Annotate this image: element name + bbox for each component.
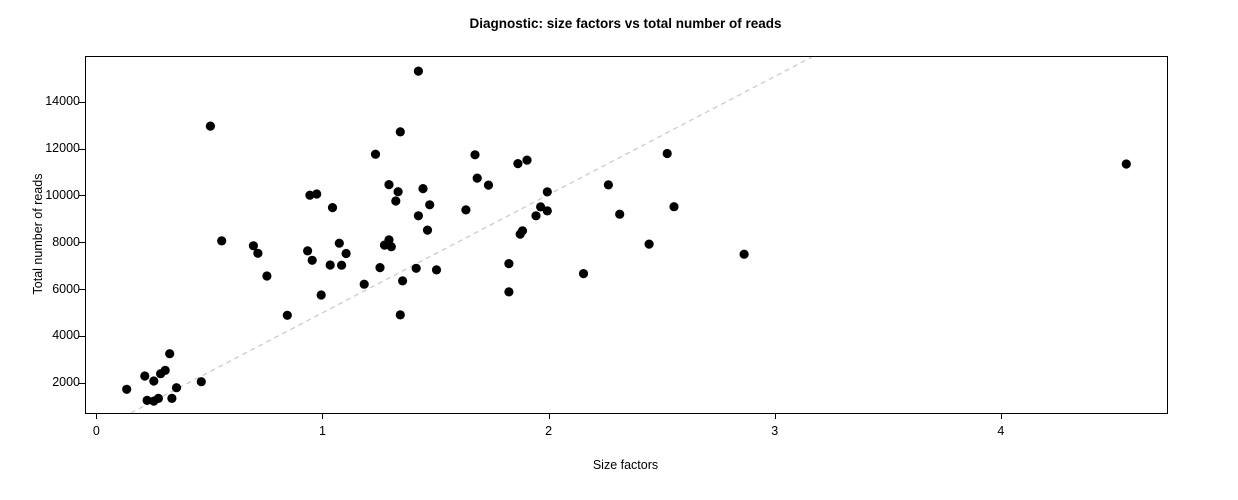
data-point <box>370 149 381 159</box>
data-point <box>662 148 672 159</box>
data-point <box>140 371 150 381</box>
data-point <box>531 211 541 221</box>
data-point <box>341 248 351 259</box>
data-point <box>536 202 546 212</box>
data-point <box>461 205 471 215</box>
data-point <box>504 287 514 297</box>
data-point <box>160 365 170 375</box>
data-point <box>393 187 403 197</box>
data-point <box>384 180 394 190</box>
x-tick-label: 1 <box>318 424 326 438</box>
data-point <box>153 393 163 403</box>
data-point <box>542 206 552 216</box>
data-point <box>334 238 344 248</box>
data-point <box>312 189 322 199</box>
y-tick-mark <box>79 101 85 103</box>
x-tick-mark <box>322 413 324 419</box>
data-point <box>517 226 528 236</box>
data-point <box>615 209 625 219</box>
data-point <box>196 377 206 387</box>
x-tick-label: 4 <box>997 424 1005 438</box>
data-point <box>303 246 313 256</box>
data-point <box>305 190 315 200</box>
chart-title: Diagnostic: size factors vs total number… <box>469 16 782 31</box>
data-point <box>217 236 227 246</box>
data-point <box>411 263 421 273</box>
data-point <box>386 242 396 252</box>
y-tick-label: 12000 <box>45 141 80 155</box>
x-tick-mark <box>96 413 98 419</box>
data-point <box>262 271 272 281</box>
data-point <box>248 241 258 251</box>
x-axis-label: Size factors <box>592 458 659 472</box>
data-point <box>205 121 215 131</box>
data-point <box>165 349 175 359</box>
data-point <box>422 225 433 235</box>
data-point <box>504 259 514 269</box>
data-point <box>413 66 423 76</box>
data-point <box>395 127 405 137</box>
data-point <box>167 393 177 403</box>
data-point <box>542 187 552 197</box>
data-point <box>337 260 347 270</box>
data-point <box>431 265 442 275</box>
data-point <box>395 310 405 320</box>
x-tick-label: 2 <box>545 424 553 438</box>
data-point <box>253 248 263 258</box>
plot-area <box>85 56 1168 414</box>
x-tick-mark <box>548 413 550 419</box>
data-point <box>483 180 494 190</box>
y-tick-mark <box>79 242 85 244</box>
data-point <box>142 395 152 405</box>
y-tick-label: 8000 <box>52 234 80 249</box>
y-tick-mark <box>79 289 85 291</box>
data-point <box>171 383 182 393</box>
data-point <box>325 260 335 270</box>
data-point <box>359 279 369 289</box>
x-tick-mark <box>1000 413 1002 419</box>
y-tick-label: 10000 <box>45 187 80 202</box>
data-point <box>391 196 401 206</box>
data-point <box>513 159 523 169</box>
data-point <box>1121 159 1131 169</box>
y-tick-label: 4000 <box>52 328 80 343</box>
data-point <box>122 384 132 394</box>
data-point <box>398 276 408 286</box>
y-tick-label: 14000 <box>45 94 80 109</box>
data-point <box>522 155 532 165</box>
y-tick-mark <box>79 335 85 337</box>
data-point <box>669 202 679 212</box>
data-point <box>282 310 292 320</box>
data-point <box>644 239 654 249</box>
y-tick-mark <box>79 382 85 384</box>
data-point <box>307 255 317 265</box>
data-point <box>470 150 480 160</box>
y-tick-mark <box>79 195 85 197</box>
x-tick-mark <box>774 413 776 419</box>
data-point <box>425 200 435 210</box>
data-point <box>472 173 482 183</box>
scatter-canvas <box>122 57 1131 413</box>
y-tick-label: 2000 <box>52 375 80 390</box>
x-tick-label: 0 <box>92 424 100 438</box>
data-point <box>413 211 423 221</box>
data-point <box>149 376 159 386</box>
x-tick-label: 3 <box>771 424 779 438</box>
reference-line <box>130 57 813 413</box>
data-point <box>603 180 614 190</box>
y-tick-label: 6000 <box>52 281 80 296</box>
data-point <box>375 263 385 273</box>
data-point <box>327 203 338 213</box>
data-point <box>739 249 749 259</box>
data-point <box>578 269 589 279</box>
data-point <box>418 184 428 194</box>
y-axis-label: Total number of reads <box>31 173 45 295</box>
y-tick-mark <box>79 148 85 150</box>
data-point <box>316 290 326 300</box>
